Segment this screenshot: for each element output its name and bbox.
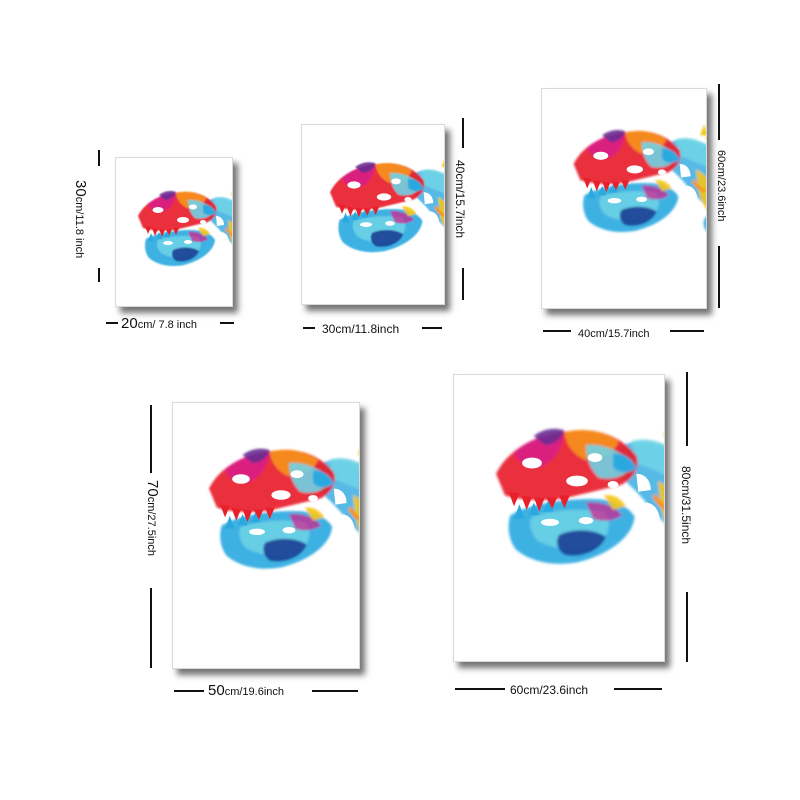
poster-4-width-label: 50cm/19.6inch xyxy=(208,682,284,699)
dinosaur-skull-artwork xyxy=(542,89,706,308)
dinosaur-skull-artwork xyxy=(302,125,444,304)
poster-60x80 xyxy=(453,374,665,662)
poster-30x40 xyxy=(301,124,445,305)
poster-50x70 xyxy=(172,402,360,669)
poster-2-width-label: 30cm/11.8inch xyxy=(322,322,400,336)
poster-40x60 xyxy=(541,88,707,309)
poster-3-width-label: 40cm/15.7inch xyxy=(578,328,650,340)
poster-20x30 xyxy=(115,157,233,307)
poster-1-width-label: 20cm/ 7.8 inch xyxy=(121,315,197,332)
poster-5-width-label: 60cm/23.6inch xyxy=(510,683,589,697)
poster-1-height-label: 30cm/11.8 inch xyxy=(72,180,89,259)
dinosaur-skull-artwork xyxy=(116,158,232,306)
poster-2-height-label: 40cm/15.7inch xyxy=(453,160,467,239)
dinosaur-skull-artwork xyxy=(454,375,664,661)
dinosaur-skull-artwork xyxy=(173,403,359,668)
poster-4-height-label: 70cm/27.5inch xyxy=(144,480,161,556)
poster-3-height-label: 60cm/23.6inch xyxy=(715,150,727,222)
poster-5-height-label: 80cm/31.5inch xyxy=(679,466,693,545)
